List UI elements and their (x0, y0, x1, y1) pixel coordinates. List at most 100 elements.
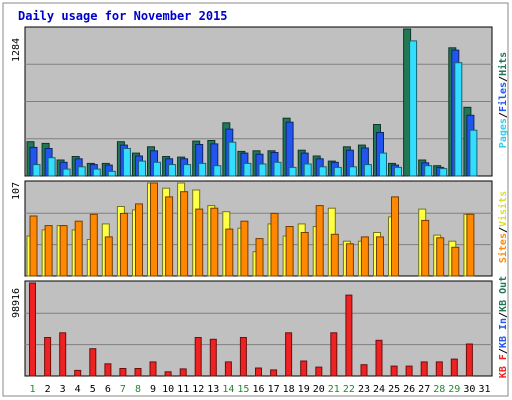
bar-sites-day-29 (451, 246, 460, 277)
panel3-legend: KB F/KB In/KB Out (498, 276, 509, 378)
bar-sites-day-6 (104, 236, 113, 277)
x-tick-label: 21 (328, 384, 340, 395)
bar-kb-f-day-5 (89, 348, 97, 377)
bar-sites-day-10 (165, 196, 174, 277)
x-tick-label: 1 (29, 384, 35, 395)
x-tick-label: 16 (252, 384, 264, 395)
x-tick-label: 11 (177, 384, 189, 395)
x-tick-label: 3 (60, 384, 66, 395)
bar-pages-day-9 (153, 161, 161, 177)
legend-files: Files (497, 82, 509, 112)
bar-kb-f-day-19 (300, 360, 308, 377)
x-tick-label: 24 (373, 384, 385, 395)
outer-frame (2, 2, 509, 397)
bar-kb-f-day-6 (104, 363, 112, 377)
panel-3-background (24, 280, 493, 377)
bar-kb-f-day-18 (285, 332, 293, 377)
x-tick-label: 12 (192, 384, 204, 395)
bar-sites-day-28 (436, 237, 445, 277)
bar-kb-f-day-15 (239, 337, 247, 377)
svg-text:Pages/Files/Hits: Pages/Files/Hits (497, 52, 509, 148)
panels (24, 26, 493, 377)
bar-kb-f-day-28 (435, 361, 443, 377)
bar-sites-day-18 (285, 226, 294, 277)
x-tick-labels: 1 2 3 4 5 6 7 8 9 10 11 12 13 14 15 16 17 18 19 20 21 22 23 24 2… (29, 384, 490, 395)
bar-pages-day-6 (107, 170, 116, 177)
bar-kb-f-day-20 (315, 366, 323, 377)
bar-sites-day-23 (360, 236, 369, 277)
bar-sites-day-21 (330, 233, 339, 277)
x-tick-label: 27 (418, 384, 430, 395)
bar-pages-day-23 (363, 164, 372, 177)
bar-sites-day-2 (44, 225, 53, 277)
panel1-ymax-label: 1284 (11, 38, 22, 62)
bar-pages-day-2 (47, 157, 56, 177)
bar-kb-f-day-30 (465, 343, 473, 377)
bars (26, 28, 478, 377)
bar-sites-day-30 (466, 213, 475, 277)
bar-sites-day-11 (180, 191, 189, 277)
bar-pages-day-1 (32, 164, 41, 177)
x-tick-label: 5 (90, 384, 96, 395)
bar-pages-day-13 (213, 165, 222, 177)
bar-pages-day-27 (424, 165, 433, 177)
bar-pages-day-26 (409, 40, 418, 177)
x-tick-label: 17 (268, 384, 280, 395)
bar-kb-f-day-4 (74, 369, 82, 377)
bar-pages-day-12 (198, 162, 207, 177)
bar-kb-f-day-13 (209, 338, 217, 377)
y-max-labels: 1284 107 98916 (11, 38, 22, 318)
bar-pages-day-7 (122, 148, 131, 177)
x-tick-label: 19 (298, 384, 310, 395)
bar-pages-day-10 (168, 164, 177, 177)
panel3-ymax-label: 98916 (11, 288, 22, 318)
x-tick-label: 30 (463, 384, 475, 395)
bar-kb-f-day-16 (255, 367, 262, 377)
bar-kb-f-day-21 (330, 332, 338, 377)
bar-sites-day-1 (29, 215, 38, 277)
bar-sites-day-4 (74, 220, 83, 277)
bar-kb-f-day-24 (375, 339, 383, 377)
x-tick-label: 8 (135, 384, 141, 395)
bar-kb-f-day-29 (450, 358, 458, 377)
x-tick-label: 15 (237, 384, 249, 395)
bar-pages-day-19 (303, 163, 312, 177)
bar-pages-day-11 (183, 164, 192, 177)
legend-kb-out: KB Out (498, 276, 509, 312)
bar-sites-day-24 (376, 236, 384, 277)
x-tick-label: 29 (448, 384, 460, 395)
bar-sites-day-13 (210, 207, 219, 277)
legend-kb-f: KB F (498, 354, 509, 378)
bar-kb-f-day-9 (149, 361, 157, 377)
bar-pages-day-3 (62, 168, 71, 177)
legend-pages: Pages (498, 118, 509, 148)
bar-pages-day-28 (439, 168, 448, 177)
svg-text:KB F/KB In/KB Out: KB F/KB In/KB Out (498, 276, 509, 378)
bar-sites-day-12 (195, 208, 204, 277)
x-tick-label: 6 (105, 384, 111, 395)
bar-pages-day-18 (288, 166, 297, 177)
bar-kb-f-day-26 (405, 365, 413, 377)
x-tick-label: 13 (207, 384, 219, 395)
x-tick-label: 26 (403, 384, 415, 395)
x-tick-label: 7 (120, 384, 126, 395)
bar-sites-day-14 (225, 228, 234, 277)
bar-sites-day-17 (270, 212, 279, 277)
bar-kb-f-day-1 (29, 282, 36, 377)
chart-title: Daily usage for November 2015 (18, 9, 228, 23)
panel2-ymax-label: 107 (11, 182, 22, 200)
bar-pages-day-8 (138, 160, 146, 177)
bar-pages-day-29 (454, 62, 463, 177)
bar-pages-day-17 (273, 161, 282, 177)
bar-sites-day-3 (59, 225, 68, 277)
bar-sites-day-9 (150, 182, 158, 277)
x-tick-label: 4 (75, 384, 81, 395)
x-tick-label: 23 (358, 384, 370, 395)
bar-sites-day-8 (135, 203, 143, 277)
bar-kb-f-day-25 (390, 365, 398, 377)
x-tick-label: 9 (150, 384, 156, 395)
bar-pages-day-20 (318, 166, 327, 177)
legend-kb-in: KB In (498, 318, 509, 348)
bar-sites-day-15 (240, 220, 249, 277)
